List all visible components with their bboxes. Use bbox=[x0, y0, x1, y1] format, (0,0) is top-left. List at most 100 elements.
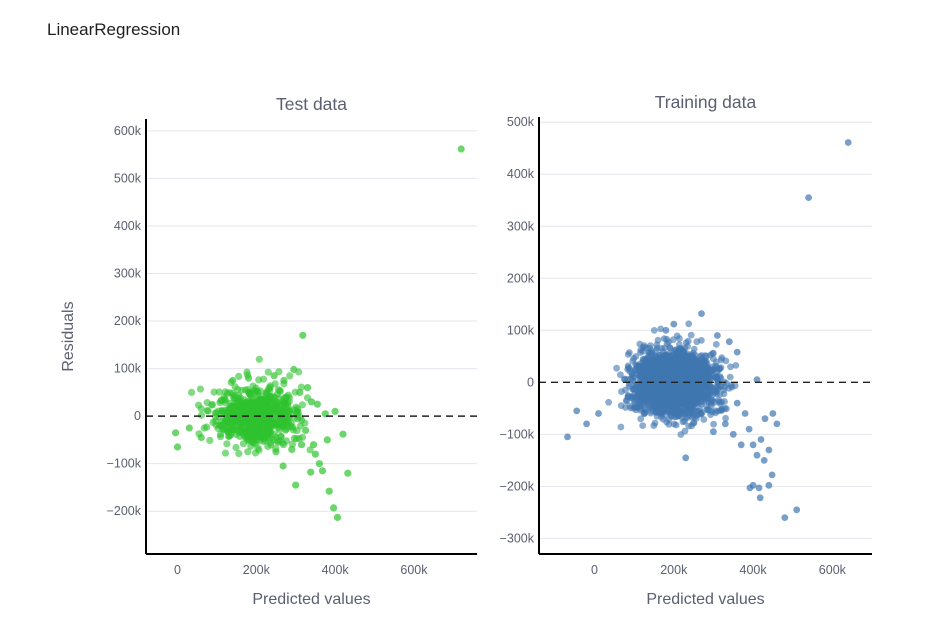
data-point bbox=[756, 494, 764, 502]
data-point bbox=[260, 417, 268, 425]
data-point bbox=[296, 388, 304, 396]
data-point bbox=[613, 364, 620, 372]
data-point bbox=[670, 351, 677, 359]
data-point bbox=[256, 387, 264, 395]
data-point bbox=[298, 401, 306, 409]
data-point bbox=[712, 341, 720, 348]
data-point bbox=[252, 402, 260, 410]
data-point bbox=[721, 398, 728, 405]
data-point bbox=[657, 392, 665, 400]
data-point bbox=[690, 419, 698, 427]
data-point bbox=[670, 320, 678, 328]
data-point bbox=[229, 376, 237, 385]
data-point bbox=[716, 391, 724, 398]
data-point bbox=[299, 331, 307, 339]
data-point bbox=[710, 420, 717, 428]
data-point bbox=[773, 420, 781, 428]
data-point bbox=[688, 359, 695, 366]
data-point bbox=[684, 343, 691, 350]
data-point bbox=[244, 448, 252, 456]
data-point bbox=[293, 427, 301, 435]
data-point bbox=[715, 396, 722, 404]
data-point bbox=[304, 384, 312, 392]
data-point bbox=[196, 385, 204, 393]
y-tick-label: 300k bbox=[114, 267, 142, 281]
data-point bbox=[646, 363, 654, 370]
page-title: LinearRegression bbox=[47, 20, 181, 39]
data-point bbox=[646, 344, 653, 352]
data-point bbox=[214, 424, 222, 433]
y-tick-label: 0 bbox=[134, 409, 141, 423]
data-point bbox=[693, 338, 701, 346]
data-point bbox=[844, 139, 852, 146]
data-point bbox=[714, 332, 721, 339]
data-point bbox=[251, 440, 259, 448]
data-point bbox=[333, 513, 342, 522]
data-point bbox=[259, 399, 267, 407]
data-point bbox=[721, 383, 729, 391]
data-point bbox=[272, 448, 280, 456]
data-point bbox=[307, 468, 315, 476]
data-point bbox=[255, 376, 263, 384]
data-point bbox=[292, 481, 300, 489]
data-point bbox=[680, 359, 687, 366]
data-point bbox=[231, 391, 239, 400]
data-point bbox=[573, 407, 581, 415]
y-tick-label: 100k bbox=[114, 362, 142, 376]
data-point bbox=[682, 454, 690, 462]
data-point bbox=[697, 360, 704, 368]
data-point bbox=[685, 354, 692, 362]
data-point bbox=[681, 427, 689, 435]
y-tick-label: −200k bbox=[500, 479, 535, 493]
data-point bbox=[713, 358, 720, 366]
data-point bbox=[206, 436, 214, 444]
data-point bbox=[732, 362, 740, 369]
data-point bbox=[248, 415, 256, 423]
data-point bbox=[246, 433, 254, 441]
data-point bbox=[649, 394, 657, 402]
data-point bbox=[687, 386, 695, 394]
data-point bbox=[648, 368, 656, 376]
data-point bbox=[652, 346, 660, 354]
data-point bbox=[264, 442, 272, 451]
data-point bbox=[653, 341, 661, 349]
data-point bbox=[765, 481, 773, 489]
data-point bbox=[210, 388, 218, 396]
data-point bbox=[325, 487, 333, 495]
data-point bbox=[673, 395, 681, 403]
data-point bbox=[659, 360, 667, 368]
data-point bbox=[298, 433, 307, 441]
data-point bbox=[339, 430, 347, 438]
data-point bbox=[696, 353, 704, 360]
data-point bbox=[653, 356, 661, 364]
data-point bbox=[279, 439, 287, 447]
data-point bbox=[660, 335, 668, 342]
data-point bbox=[225, 432, 233, 441]
data-point bbox=[781, 514, 789, 521]
panel-training: −300k −200k −100k 0 100k 200k 300k 400k 500k 0 200… bbox=[500, 92, 872, 608]
data-point bbox=[651, 419, 659, 427]
data-point bbox=[645, 385, 653, 392]
data-point bbox=[639, 378, 647, 386]
data-point bbox=[715, 384, 722, 392]
data-point bbox=[662, 371, 669, 378]
data-point bbox=[195, 401, 203, 409]
data-point bbox=[239, 440, 247, 448]
y-tick-label: 0 bbox=[527, 375, 534, 389]
data-point bbox=[659, 409, 666, 417]
data-point bbox=[680, 372, 688, 380]
x-tick-label: 600k bbox=[400, 563, 428, 577]
y-tick-label: 600k bbox=[114, 124, 142, 138]
data-point bbox=[630, 404, 638, 412]
data-point bbox=[631, 390, 638, 398]
data-point bbox=[699, 395, 706, 403]
data-point bbox=[263, 389, 271, 397]
data-point bbox=[233, 408, 241, 417]
data-point bbox=[726, 373, 734, 381]
data-point bbox=[315, 460, 323, 468]
data-point bbox=[670, 369, 678, 377]
data-point bbox=[188, 388, 196, 396]
y-tick-label: −100k bbox=[107, 457, 142, 471]
data-point bbox=[662, 326, 670, 334]
data-point bbox=[755, 484, 763, 492]
